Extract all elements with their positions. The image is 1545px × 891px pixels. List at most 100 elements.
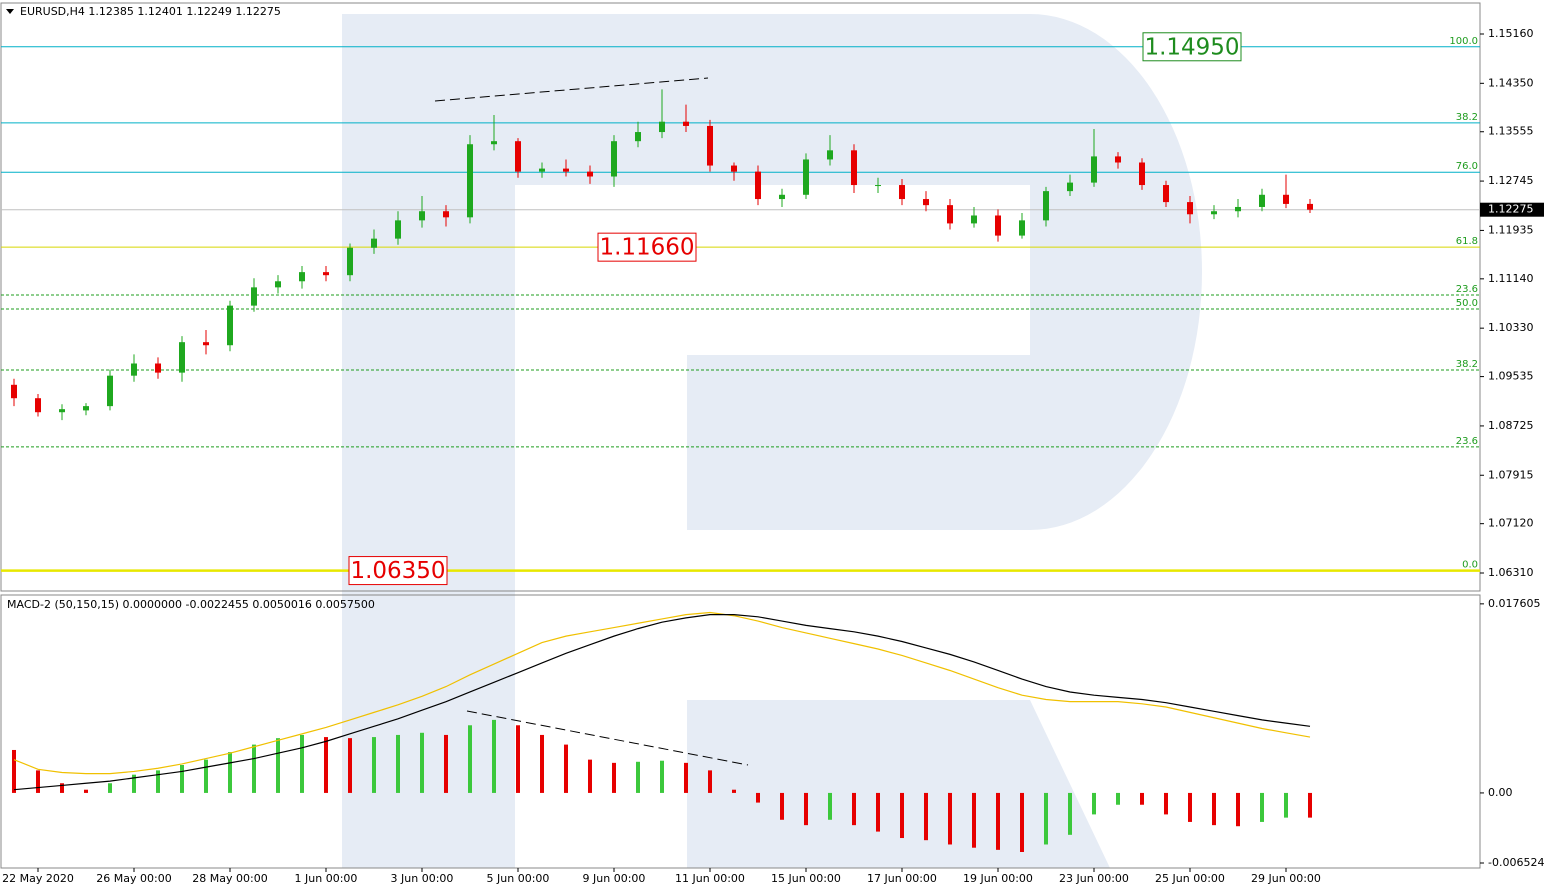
x-tick-label: 5 Jun 00:00: [487, 872, 550, 885]
y2-tick-label: -0.006524: [1488, 856, 1544, 869]
macd-bar: [828, 792, 832, 820]
candle-body: [539, 168, 545, 172]
fib-label: 100.0: [1449, 36, 1478, 47]
fib-label: 38.2: [1456, 359, 1478, 370]
y-tick-label: 1.13555: [1488, 125, 1534, 138]
y-tick-label: 1.07120: [1488, 517, 1534, 530]
candle-body: [971, 215, 977, 224]
price-box-label: 1.06350: [350, 558, 445, 584]
macd-bar: [756, 792, 760, 803]
macd-bar: [876, 792, 880, 832]
candle-body: [1091, 156, 1097, 183]
candle-body: [35, 398, 41, 413]
macd-bar: [12, 749, 16, 793]
candle-body: [59, 409, 65, 413]
macd-bar: [420, 732, 424, 793]
candle-body: [803, 159, 809, 195]
macd-bar: [492, 719, 496, 793]
y-tick-label: 1.08725: [1488, 419, 1534, 432]
x-tick-label: 25 Jun 00:00: [1155, 872, 1225, 885]
candle-body: [251, 287, 257, 306]
candle-body: [107, 375, 113, 407]
menu-triangle[interactable]: [6, 9, 14, 14]
candle-body: [587, 171, 593, 177]
macd-bar: [852, 792, 856, 826]
fib-label: 76.0: [1456, 161, 1478, 172]
macd-bar: [108, 783, 112, 793]
macd-bar: [156, 770, 160, 793]
trend-line: [466, 710, 749, 766]
macd-bar: [924, 792, 928, 841]
x-tick-label: 1 Jun 00:00: [295, 872, 358, 885]
macd-bar: [1116, 792, 1120, 805]
x-tick-label: 11 Jun 00:00: [675, 872, 745, 885]
fib-label: 23.6: [1456, 436, 1478, 447]
x-tick-label: 22 May 2020: [2, 872, 74, 885]
candle-body: [515, 141, 521, 172]
macd-bar: [1164, 792, 1168, 815]
macd-bar: [204, 759, 208, 793]
candle-body: [731, 165, 737, 172]
y-tick-label: 1.11140: [1488, 272, 1534, 285]
macd-bar: [276, 738, 280, 793]
y-tick-label: 1.07915: [1488, 468, 1534, 481]
x-tick-label: 28 May 00:00: [192, 872, 267, 885]
candle-body: [827, 150, 833, 160]
watermark: [342, 14, 1202, 868]
macd-bar: [900, 792, 904, 839]
macd-bar: [708, 770, 712, 793]
macd-bar: [1140, 792, 1144, 805]
candle-body: [131, 363, 137, 376]
y2-tick-label: 0.00: [1488, 786, 1513, 799]
x-tick-label: 9 Jun 00:00: [583, 872, 646, 885]
candle-body: [395, 220, 401, 239]
candle-body: [323, 272, 329, 276]
y-tick-label: 1.10330: [1488, 321, 1534, 334]
candle-body: [947, 205, 953, 224]
fib-label: 0.0: [1462, 560, 1478, 571]
candle-body: [419, 211, 425, 221]
fib-label: 23.6: [1456, 284, 1478, 295]
x-tick-label: 19 Jun 00:00: [963, 872, 1033, 885]
macd-bar: [516, 725, 520, 793]
macd-bar: [612, 762, 616, 793]
candle-body: [299, 272, 305, 282]
candle-body: [347, 247, 353, 276]
candle-body: [203, 342, 209, 346]
x-tick-label: 15 Jun 00:00: [771, 872, 841, 885]
macd-bar: [444, 734, 448, 793]
candle-body: [1259, 194, 1265, 207]
macd-bar: [1284, 792, 1288, 818]
macd-bar: [228, 752, 232, 793]
y-tick-label: 1.14350: [1488, 76, 1534, 89]
candle-body: [899, 185, 905, 200]
y-tick-label: 1.09535: [1488, 370, 1534, 383]
macd-main-line: [13, 614, 1311, 791]
macd-header: MACD-2 (50,150,15) 0.0000000 -0.0022455 …: [7, 598, 375, 611]
candle-body: [467, 144, 473, 218]
x-tick-label: 17 Jun 00:00: [867, 872, 937, 885]
x-tick-label: 23 Jun 00:00: [1059, 872, 1129, 885]
last-price-box: [1480, 202, 1544, 217]
macd-bar: [780, 792, 784, 820]
candle-body: [1307, 203, 1313, 210]
y-tick-label: 1.11935: [1488, 223, 1534, 236]
candle-body: [875, 185, 881, 187]
macd-bar: [300, 734, 304, 793]
symbol-header: EURUSD,H4 1.12385 1.12401 1.12249 1.1227…: [20, 5, 281, 18]
y-tick-label: 1.06310: [1488, 566, 1534, 579]
x-tick-label: 29 Jun 00:00: [1251, 872, 1321, 885]
candle-body: [635, 132, 641, 142]
candle-body: [659, 121, 665, 133]
macd-bar: [996, 792, 1000, 850]
macd-bar: [1068, 792, 1072, 835]
candle-body: [683, 121, 689, 126]
price-pane: [0, 2, 1481, 592]
macd-bar: [348, 738, 352, 793]
macd-bar: [732, 789, 736, 793]
y-tick-label: 1.12745: [1488, 174, 1534, 187]
macd-bar: [324, 737, 328, 793]
last-price-label: 1.12275: [1488, 203, 1534, 216]
macd-bar: [636, 761, 640, 793]
macd-bar: [684, 762, 688, 793]
